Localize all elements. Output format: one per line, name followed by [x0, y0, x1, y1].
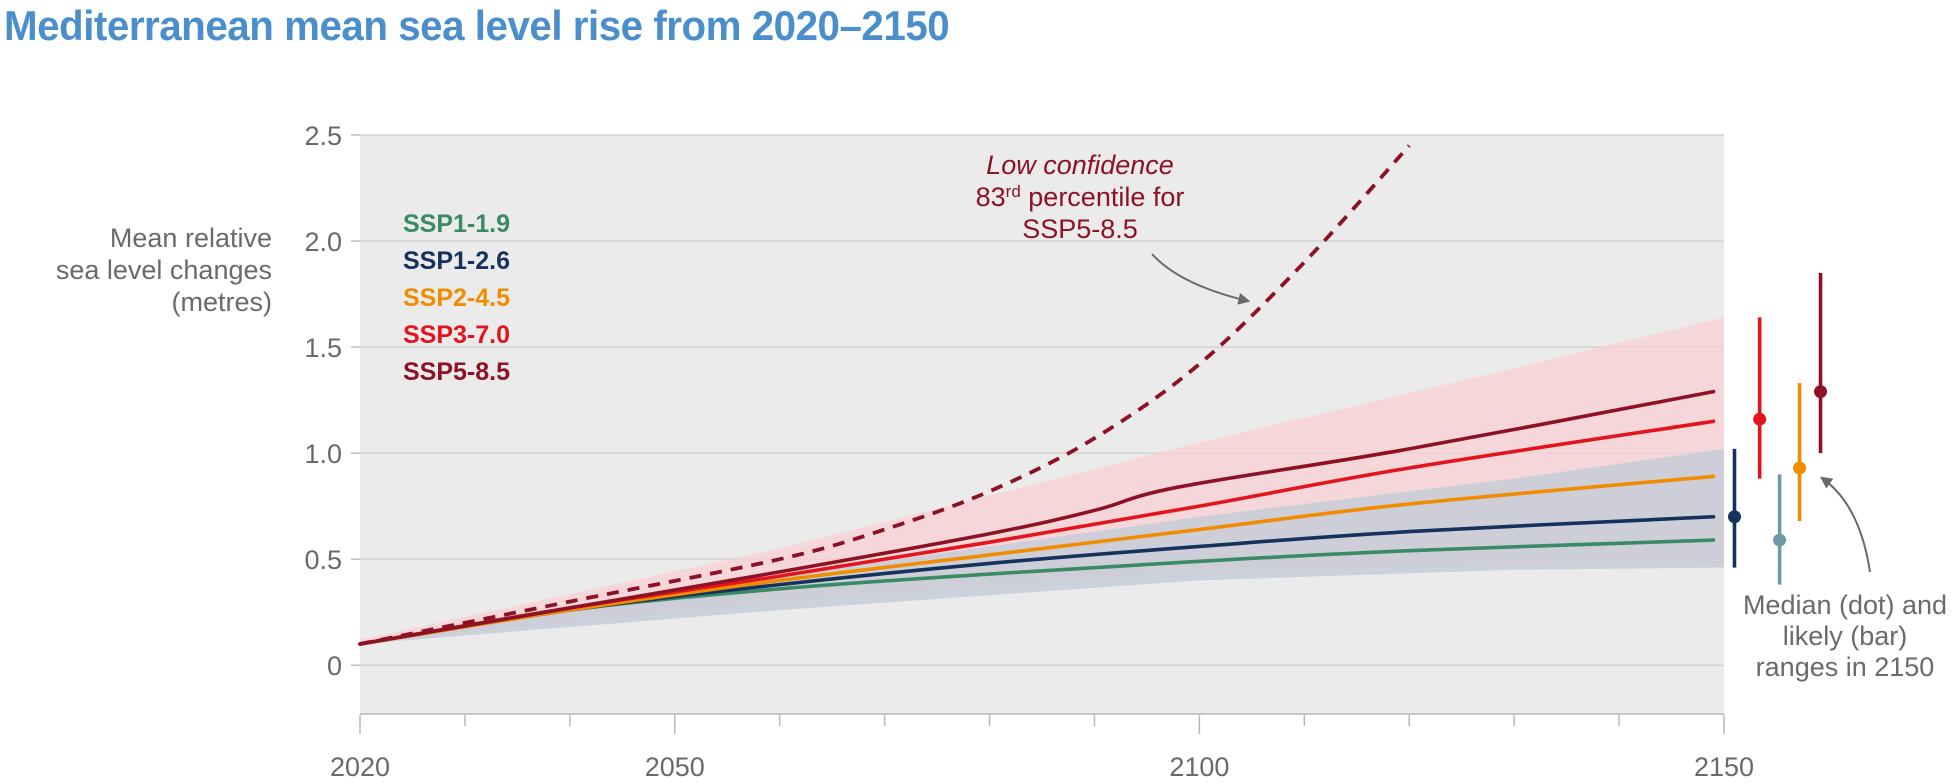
y-axis-label: Mean relative sea level changes (metres): [56, 222, 272, 318]
median-label-line-3: ranges in 2150: [1756, 652, 1935, 682]
legend-label-ssp370: SSP3-7.0: [403, 321, 510, 349]
legend: SSP1-1.9 SSP1-2.6 SSP2-4.5 SSP3-7.0 SSP5…: [403, 210, 510, 386]
percentile-number: 83: [976, 182, 1006, 212]
chart-title: Mediterranean mean sea level rise from 2…: [4, 2, 950, 49]
percentile-suffix: rd: [1006, 182, 1021, 201]
low-confidence-scenario: SSP5-8.5: [1022, 214, 1138, 244]
low-confidence-label: Low confidence: [986, 150, 1174, 180]
y-tick-label-1.5: 1.5: [304, 333, 342, 363]
y-tick-label-1.0: 1.0: [304, 439, 342, 469]
percentile-rest: percentile for: [1021, 182, 1185, 212]
y-tick-label-2.0: 2.0: [304, 227, 342, 257]
series-lines: [358, 144, 1716, 646]
low-confidence-arrow: [1151, 253, 1251, 305]
median-dot-ssp245: [1793, 461, 1807, 475]
legend-label-ssp119: SSP1-1.9: [403, 210, 510, 238]
median-label-line-2: likely (bar): [1783, 621, 1908, 651]
x-tick-label-2050: 2050: [645, 752, 705, 782]
y-axis-label-line-1: Mean relative: [109, 223, 272, 253]
legend-label-ssp585: SSP5-8.5: [403, 358, 510, 386]
y-axis-label-line-2: sea level changes: [55, 255, 272, 285]
percentile-label: 83rd percentile for: [976, 182, 1185, 213]
x-tick-label-2150: 2150: [1694, 752, 1754, 782]
y-axis-label-line-3: (metres): [171, 287, 273, 317]
median-label-line-1: Median (dot) and: [1743, 590, 1947, 620]
median-annotation: Median (dot) and likely (bar) ranges in …: [1743, 476, 1947, 682]
median-dot-ssp370: [1753, 412, 1767, 426]
legend-label-ssp126: SSP1-2.6: [403, 247, 510, 275]
x-tick-label-2020: 2020: [330, 752, 390, 782]
y-tick-label-0: 0: [327, 651, 342, 681]
series-line-ssp245: [358, 474, 1716, 646]
y-tick-label-0.5: 0.5: [304, 545, 342, 575]
median-dot-ssp126: [1727, 510, 1741, 524]
y-tick-label-2.5: 2.5: [304, 121, 342, 151]
median-dot-ssp119: [1773, 533, 1787, 547]
axes: 0 0.5 1.0 1.5 2.0 2.5 2020 2050 2100 2150: [304, 121, 1754, 782]
low-confidence-line-ssp585: [359, 144, 1411, 646]
median-dot-ssp585: [1814, 385, 1828, 399]
x-tick-label-2100: 2100: [1169, 752, 1229, 782]
ranges-2150: [1727, 272, 1828, 585]
series-line-ssp585: [358, 389, 1716, 646]
low-confidence-annotation: Low confidence 83rd percentile for SSP5-…: [976, 150, 1251, 305]
legend-label-ssp245: SSP2-4.5: [403, 284, 510, 312]
median-arrow: [1820, 476, 1871, 573]
